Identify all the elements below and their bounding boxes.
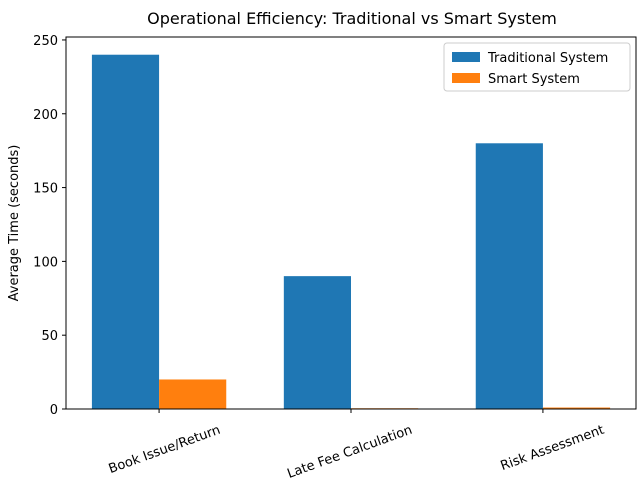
y-tick-label: 150 — [33, 182, 58, 197]
y-tick-label: 100 — [33, 255, 58, 270]
x-tick-label: Risk Assessment — [499, 423, 607, 474]
bar — [283, 276, 351, 409]
legend-label: Traditional System — [487, 51, 608, 66]
y-tick-label: 0 — [50, 403, 58, 418]
chart-title: Operational Efficiency: Traditional vs S… — [147, 9, 557, 28]
y-tick-label: 200 — [33, 108, 58, 123]
plot-frame — [65, 36, 637, 410]
bar — [542, 407, 611, 409]
bar — [159, 379, 227, 409]
x-tick-label: Book Issue/Return — [107, 423, 223, 477]
bar — [475, 143, 543, 410]
legend-box — [443, 42, 631, 92]
legend-swatch — [452, 73, 480, 83]
x-tick-label: Late Fee Calculation — [285, 423, 414, 480]
legend-swatch — [452, 52, 480, 62]
y-tick-label: 250 — [33, 34, 58, 49]
legend-label: Smart System — [488, 72, 580, 87]
y-tick-label: 50 — [41, 329, 58, 344]
y-axis-label: Average Time (seconds) — [7, 145, 22, 302]
bar — [91, 54, 160, 409]
